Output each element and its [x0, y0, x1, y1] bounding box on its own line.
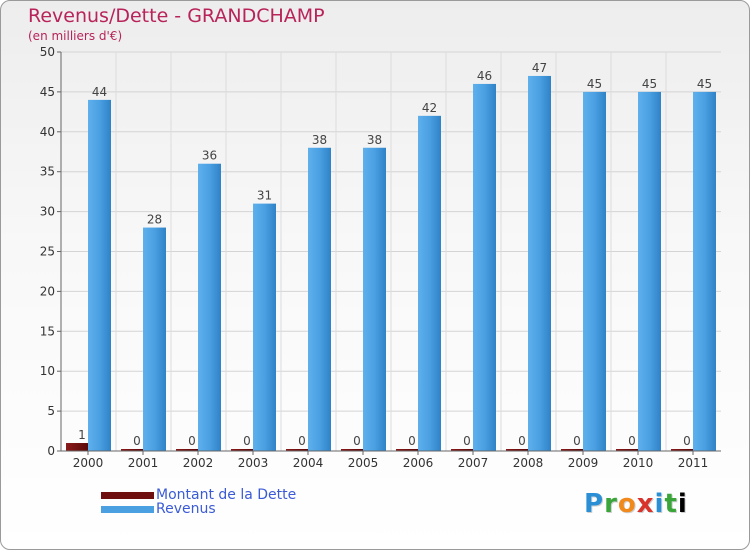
bar-revenus-2007: [473, 83, 496, 452]
data-label-revenus: 44: [92, 85, 107, 99]
x-tick-label: 2000: [73, 456, 104, 470]
bar-revenus-2000: [88, 99, 111, 451]
y-tick-label: 45: [40, 85, 55, 99]
data-label-revenus: 28: [147, 213, 162, 227]
chart-title: Revenus/Dette - GRANDCHAMP: [28, 5, 325, 27]
x-tick-label: 2007: [458, 456, 489, 470]
data-label-debt: 0: [298, 434, 306, 448]
y-tick-label: 5: [47, 404, 55, 418]
data-label-revenus: 36: [202, 149, 217, 163]
x-tick-label: 2009: [568, 456, 599, 470]
x-tick-label: 2011: [678, 456, 709, 470]
y-tick-label: 0: [47, 444, 55, 458]
x-tick-label: 2004: [293, 456, 324, 470]
bar-revenus-2005: [363, 147, 386, 451]
proxiti-logo: Proxiti: [584, 489, 688, 519]
y-tick-label: 50: [40, 45, 55, 59]
y-tick-label: 15: [40, 324, 55, 338]
y-tick-label: 10: [40, 364, 55, 378]
bar-revenus-2009: [583, 91, 606, 452]
data-label-revenus: 46: [477, 69, 492, 83]
bar-debt-2008: [506, 449, 528, 451]
legend-item-revenus: Revenus: [101, 501, 216, 517]
x-tick-label: 2002: [183, 456, 214, 470]
x-tick-label: 2008: [513, 456, 544, 470]
bar-debt-2011: [671, 449, 693, 451]
data-label-debt: 0: [353, 434, 361, 448]
data-label-revenus: 45: [587, 77, 602, 91]
bar-debt-2009: [561, 449, 583, 451]
data-label-revenus: 42: [422, 101, 437, 115]
bar-debt-2005: [341, 449, 363, 451]
bar-revenus-2003: [253, 203, 276, 451]
y-tick-label: 20: [40, 284, 55, 298]
legend-swatch-debt: [101, 491, 154, 499]
bar-revenus-2002: [198, 163, 221, 451]
data-label-debt: 0: [133, 434, 141, 448]
bar-debt-2000: [66, 443, 88, 451]
x-tick-label: 2005: [348, 456, 379, 470]
bar-debt-2004: [286, 449, 308, 451]
data-label-debt: 0: [188, 434, 196, 448]
data-label-revenus: 31: [257, 189, 272, 203]
x-tick-label: 2010: [623, 456, 654, 470]
x-tick-label: 2001: [128, 456, 159, 470]
bar-debt-2001: [121, 449, 143, 451]
y-tick-label: 30: [40, 205, 55, 219]
chart-subtitle: (en milliers d'€): [28, 29, 123, 43]
y-tick-label: 25: [40, 245, 55, 259]
bar-revenus-2008: [528, 75, 551, 451]
data-label-revenus: 38: [367, 133, 382, 147]
data-label-debt: 0: [683, 434, 691, 448]
legend-label-debt: Montant de la Dette: [156, 487, 297, 503]
legend-swatch-revenus: [101, 505, 154, 513]
bar-revenus-2006: [418, 115, 441, 451]
legend-label-revenus: Revenus: [156, 501, 216, 517]
x-tick-label: 2006: [403, 456, 434, 470]
data-label-debt: 0: [573, 434, 581, 448]
bar-debt-2002: [176, 449, 198, 451]
bar-revenus-2001: [143, 227, 166, 451]
data-label-revenus: 45: [697, 77, 712, 91]
y-tick-label: 40: [40, 125, 55, 139]
data-label-debt: 1: [78, 428, 86, 442]
bar-revenus-2010: [638, 91, 661, 452]
bar-debt-2007: [451, 449, 473, 451]
x-tick-label: 2003: [238, 456, 269, 470]
bar-revenus-2004: [308, 147, 331, 451]
data-label-debt: 0: [243, 434, 251, 448]
bar-revenus-2011: [693, 91, 716, 452]
data-label-debt: 0: [628, 434, 636, 448]
y-tick-label: 35: [40, 165, 55, 179]
data-label-revenus: 47: [532, 61, 547, 75]
data-label-debt: 0: [463, 434, 471, 448]
data-label-revenus: 38: [312, 133, 327, 147]
bar-debt-2003: [231, 449, 253, 451]
legend-item-debt: Montant de la Dette: [101, 487, 296, 503]
data-label-revenus: 45: [642, 77, 657, 91]
data-label-debt: 0: [408, 434, 416, 448]
bar-debt-2006: [396, 449, 418, 451]
bar-debt-2010: [616, 449, 638, 451]
data-label-debt: 0: [518, 434, 526, 448]
